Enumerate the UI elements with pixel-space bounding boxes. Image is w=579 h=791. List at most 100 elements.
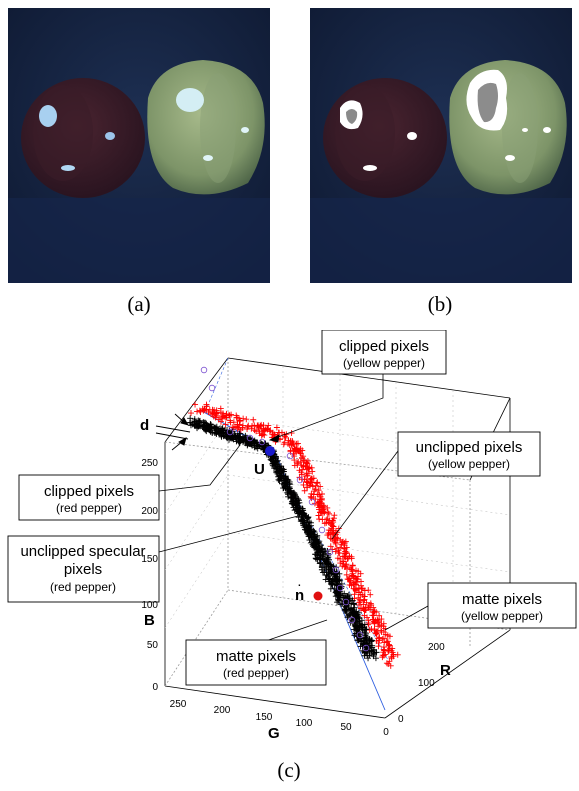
- yellow-pepper-point: [375, 619, 382, 626]
- red-pepper-point: [335, 596, 342, 603]
- yellow-pepper-point: [316, 491, 323, 498]
- clipped-circle-point: [332, 566, 340, 574]
- red-pepper-point: [218, 432, 225, 439]
- u-point-marker: [265, 446, 275, 456]
- red-pepper-point: [213, 425, 220, 432]
- yellow-pepper-point: [394, 651, 401, 658]
- r-axis-ticks: 200 100 0: [398, 642, 445, 725]
- yellow-pepper-point: [354, 579, 361, 586]
- red-pepper-point: [361, 636, 368, 643]
- red-pepper-point: [353, 621, 360, 628]
- yellow-pepper-point: [370, 609, 377, 616]
- yellow-pepper-point: [375, 623, 382, 630]
- red-pepper-point: [329, 579, 336, 586]
- red-pepper-point: [370, 653, 377, 660]
- yellow-pepper-point: [389, 645, 396, 652]
- yellow-pepper-point: [380, 652, 387, 659]
- yellow-pepper-point: [383, 660, 390, 667]
- yellow-pepper-point: [371, 620, 378, 627]
- red-pepper-point: [313, 547, 320, 554]
- yellow-pepper-point: [286, 442, 293, 449]
- yellow-pepper-point: [203, 407, 210, 414]
- yellow-pepper-point: [348, 553, 355, 560]
- red-pepper-point: [325, 569, 332, 576]
- clipped-circle-point: [348, 616, 356, 624]
- b-axis-label: B: [144, 612, 155, 629]
- yellow-pepper-point: [376, 637, 383, 644]
- b-tick: 200: [141, 506, 158, 517]
- g-tick: 100: [296, 718, 313, 729]
- yellow-pepper-point: [371, 608, 378, 615]
- red-pepper-point: [338, 601, 344, 608]
- yellow-pepper-point: [332, 548, 339, 555]
- yellow-pepper-point: [258, 432, 265, 439]
- yellow-pepper-point: [248, 425, 255, 432]
- callout-yellow-matte-sub: (yellow pepper): [461, 609, 543, 623]
- yellow-pepper-point: [336, 550, 343, 557]
- yellow-pepper-point: [379, 636, 386, 643]
- callout-red-clipped: clipped pixels (red pepper): [18, 474, 160, 521]
- red-pepper-point: [351, 632, 358, 639]
- b-tick: 0: [152, 682, 158, 693]
- red-pepper-point: [236, 439, 243, 446]
- red-pepper-point: [313, 555, 320, 562]
- yellow-pepper-point: [327, 543, 334, 550]
- r-tick: 0: [398, 714, 404, 725]
- red-pepper-point: [274, 465, 281, 472]
- red-pepper-point: [300, 517, 307, 524]
- yellow-pepper-point: [269, 429, 276, 436]
- d-width-indicator: [155, 413, 191, 451]
- red-pepper-point: [191, 416, 198, 423]
- yellow-pepper-point: [390, 653, 397, 660]
- yellow-pepper-point: [287, 437, 294, 444]
- g-tick: 50: [340, 722, 352, 733]
- red-pepper-point: [350, 610, 357, 617]
- red-pepper-point: [286, 488, 293, 495]
- yellow-pepper-point: [307, 476, 314, 483]
- yellow-pepper-point: [303, 470, 310, 477]
- red-pepper-point: [336, 597, 343, 604]
- u-marker-label: U: [254, 461, 265, 478]
- yellow-pepper-point: [192, 401, 199, 408]
- yellow-pepper-point: [340, 545, 347, 552]
- yellow-pepper-point: [385, 648, 392, 655]
- peppers-photo-b: [310, 8, 572, 283]
- clipped-circle-point: [362, 644, 370, 652]
- red-pepper-point: [324, 554, 331, 561]
- yellow-pepper-point: [315, 499, 322, 506]
- yellow-pepper-point: [300, 481, 307, 488]
- clipped-circle-point: [246, 434, 254, 442]
- red-pepper-point: [336, 570, 343, 577]
- red-pepper-point: [362, 631, 369, 638]
- red-pepper-point: [327, 585, 334, 592]
- b-tick: 150: [141, 554, 158, 565]
- yellow-pepper-point: [379, 654, 386, 661]
- callout-red-unclipped-title2: pixels: [64, 561, 102, 578]
- red-pepper-point: [350, 601, 357, 608]
- yellow-pepper-point: [265, 422, 272, 429]
- red-pepper-point: [231, 432, 238, 439]
- callout-red-matte: matte pixels (red pepper): [185, 639, 327, 686]
- yellow-pepper-point: [348, 566, 355, 573]
- yellow-pepper-point: [319, 510, 326, 517]
- red-pepper-point: [323, 559, 330, 566]
- callout-yellow-clipped: clipped pixels (yellow pepper): [321, 330, 447, 375]
- yellow-pepper-point: [303, 478, 310, 485]
- callout-red-matte-title: matte pixels: [216, 648, 296, 665]
- g-axis-ticks: 250 200 150 100 50 0: [170, 699, 390, 738]
- yellow-pepper-point: [357, 598, 364, 605]
- clipped-circle-markers: [200, 366, 370, 652]
- yellow-pepper-point: [196, 407, 203, 414]
- clipped-circle-point: [200, 366, 208, 374]
- yellow-pepper-point: [253, 428, 260, 435]
- red-pepper-point: [341, 590, 348, 597]
- yellow-pepper-point: [365, 620, 372, 627]
- red-pepper-point: [326, 576, 333, 583]
- red-pepper-point: [314, 550, 321, 557]
- yellow-pepper-point: [315, 512, 322, 519]
- yellow-pepper-point: [194, 408, 201, 415]
- yellow-pepper-point: [237, 417, 244, 424]
- yellow-pepper-point: [386, 633, 393, 640]
- clipped-circle-point: [342, 598, 350, 606]
- red-pepper-point: [349, 597, 356, 604]
